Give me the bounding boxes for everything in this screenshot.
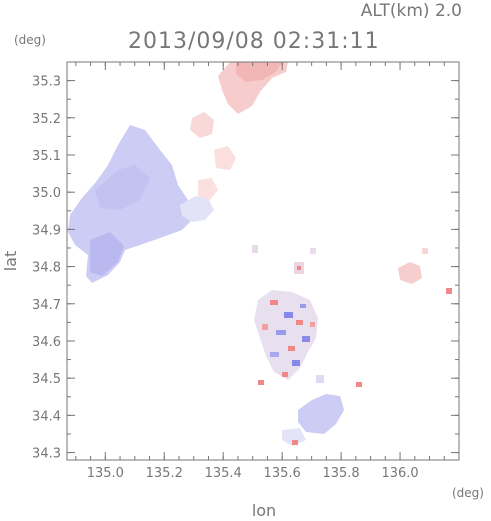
x-tick-label: 135.6 — [264, 466, 301, 481]
echo-cell-9 — [292, 360, 300, 366]
echo-cell-1 — [270, 300, 278, 305]
x-tick-label: 136.0 — [381, 466, 418, 481]
echo-cell-4 — [276, 330, 286, 335]
echo-patch-north-2 — [214, 146, 236, 170]
x-axis-title: lon — [252, 501, 276, 520]
echo-cell-12 — [310, 322, 315, 327]
x-tick-label: 135.8 — [322, 466, 359, 481]
x-tick-label: 135.2 — [146, 466, 183, 481]
x-tick-label: 135.4 — [205, 466, 242, 481]
altitude-label: ALT(km) 2.0 — [361, 1, 462, 21]
y-tick-label: 34.5 — [32, 372, 61, 387]
echo-cell-13 — [252, 245, 258, 253]
echo-patch-north-1 — [190, 112, 214, 138]
x-axis: 135.0 135.2 135.4 135.6 135.8 136.0 — [75, 62, 445, 481]
y-tick-label: 34.4 — [32, 409, 61, 424]
echo-area-east — [398, 262, 422, 284]
echo-patch-north-3 — [198, 178, 218, 200]
y-unit-label: (deg) — [14, 33, 46, 47]
echo-cell-15 — [297, 266, 301, 270]
plot-frame — [66, 61, 460, 461]
y-tick-label: 34.3 — [32, 447, 61, 462]
echo-cell-6 — [302, 336, 310, 342]
radar-echo-layer — [68, 62, 452, 446]
echo-cell-17 — [258, 380, 264, 385]
echo-cell-18 — [356, 382, 362, 387]
y-tick-label: 34.7 — [32, 298, 61, 313]
timestamp-title: 2013/09/08 02:31:11 — [128, 29, 380, 54]
x-tick-label: 135.0 — [87, 466, 124, 481]
y-tick-label: 34.6 — [32, 335, 61, 350]
echo-area-south — [298, 394, 344, 434]
y-tick-label: 34.9 — [32, 223, 61, 238]
y-tick-label: 35.2 — [32, 112, 61, 127]
x-unit-label: (deg) — [452, 486, 484, 500]
echo-cell-3 — [296, 320, 303, 325]
echo-core-west-2 — [95, 165, 150, 210]
y-tick-label: 34.8 — [32, 261, 61, 276]
echo-cell-19 — [316, 375, 324, 383]
echo-fringe-south — [282, 428, 306, 446]
echo-cell-21 — [422, 248, 428, 254]
echo-cell-10 — [282, 372, 288, 377]
echo-cell-7 — [288, 346, 295, 351]
echo-cell-22 — [446, 288, 452, 294]
echo-core-north — [236, 62, 282, 82]
y-tick-label: 35.0 — [32, 186, 61, 201]
y-tick-label: 35.1 — [32, 149, 61, 164]
echo-cell-2 — [284, 312, 293, 318]
echo-cell-8 — [270, 352, 279, 357]
echo-cell-5 — [262, 324, 268, 330]
echo-core-west — [90, 232, 124, 276]
y-axis-title: lat — [1, 251, 20, 272]
echo-cell-20 — [292, 440, 298, 445]
echo-cell-11 — [300, 304, 306, 308]
y-axis: 34.3 34.4 34.5 34.6 34.7 34.8 34.9 35.0 35.1 35.2… — [32, 61, 459, 462]
echo-fringe-center — [180, 196, 214, 222]
y-tick-label: 35.3 — [32, 75, 61, 90]
echo-cell-16 — [310, 248, 316, 254]
